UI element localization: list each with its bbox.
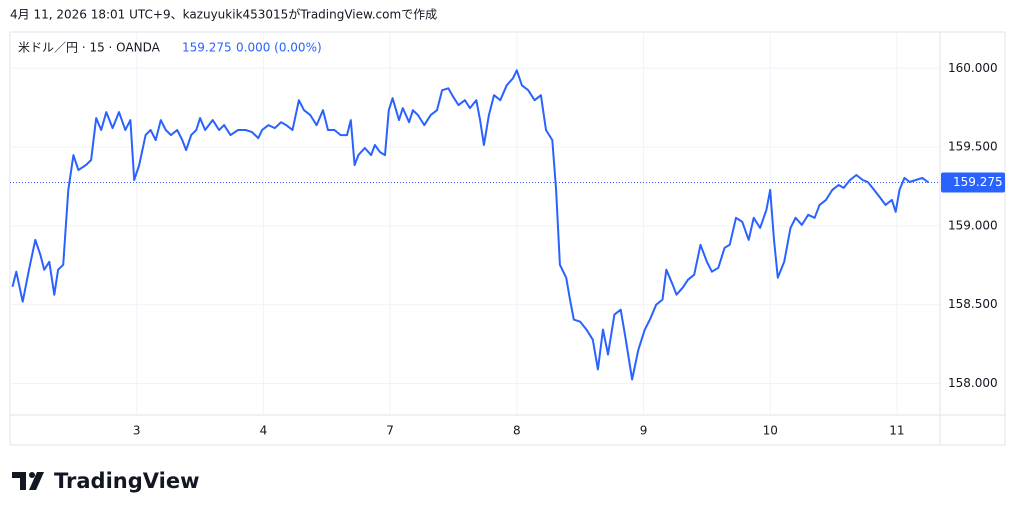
x-tick-label: 8 [513, 424, 521, 438]
last-price-box [941, 172, 1005, 193]
symbol: 米ドル／円 · 15 · OANDA [18, 41, 161, 55]
price-line-series [11, 69, 930, 381]
y-tick-label: 158.000 [948, 376, 998, 390]
logo-part [29, 472, 44, 490]
x-tick-label: 4 [260, 424, 268, 438]
x-tick-label: 11 [889, 424, 904, 438]
chart-frame [9, 31, 1006, 446]
x-tick-label: 7 [386, 424, 394, 438]
logo-part [12, 472, 26, 478]
grid [10, 32, 940, 415]
y-tick-label: 158.500 [948, 297, 998, 311]
plot [10, 69, 940, 381]
caption: 4月 11, 2026 18:01 UTC+9、kazuyukik453015が… [10, 7, 437, 22]
logo-part [20, 472, 26, 490]
x-tick-label: 3 [133, 424, 141, 438]
y-tick-label: 159.000 [948, 218, 998, 232]
logo-part [29, 472, 35, 478]
x-tick-label: 10 [763, 424, 778, 438]
change: 0.000 (0.00%) [236, 41, 322, 55]
price: 159.275 [182, 41, 232, 55]
logo-icon [12, 472, 44, 490]
x-tick-label: 9 [640, 424, 648, 438]
last-price-label: 159.275 [953, 175, 1003, 189]
y-tick-label: 159.500 [948, 140, 998, 154]
y-tick-label: 160.000 [948, 61, 998, 75]
brand: TradingView [54, 469, 199, 493]
